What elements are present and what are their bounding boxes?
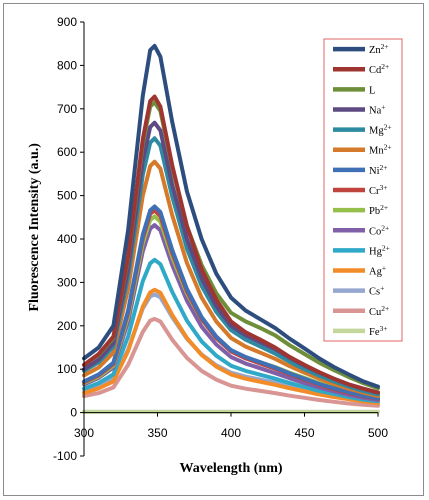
y-tick-label: 700 (57, 102, 77, 116)
legend-label: Ni2+ (369, 163, 387, 177)
legend-label: Cs+ (369, 284, 384, 298)
legend-label: Cd2+ (369, 62, 389, 76)
series-line-ni (82, 204, 380, 401)
y-tick-label: 0 (70, 406, 77, 420)
legend-label: Hg2+ (369, 243, 390, 257)
legend-label: Ag+ (369, 264, 386, 278)
y-tick-label: 100 (57, 362, 77, 376)
series-line-mn (82, 159, 380, 399)
x-tick-label: 500 (368, 426, 388, 440)
y-tick-label: 500 (57, 189, 77, 203)
y-tick-label: 900 (57, 15, 77, 29)
series-line-hg (82, 257, 380, 404)
legend: Zn2+ Cd2+ L Na+ Mg2+ Mn2+ Ni2+ Cr3+ Pb2+ Co2+ Hg2+… (323, 38, 403, 342)
legend-label: Co2+ (369, 223, 389, 237)
y-axis-ticks: -100 0 100 200 300 400 500 600 700 800 900 (53, 15, 84, 463)
y-tick-label: 200 (57, 319, 77, 333)
y-tick-label: 300 (57, 275, 77, 289)
legend-label: Pb2+ (369, 203, 388, 217)
x-tick-label: 450 (294, 426, 314, 440)
chart-frame (3, 3, 424, 496)
series-line-cd (82, 94, 380, 395)
series-line-ag (82, 287, 380, 406)
x-tick-label: 350 (147, 426, 167, 440)
x-tick-label: 300 (74, 426, 94, 440)
y-tick-label: 400 (57, 232, 77, 246)
y-axis-title: Fluorescence Intensity (a.u.) (27, 143, 42, 312)
x-tick-label: 400 (221, 426, 241, 440)
series-line-zn (82, 43, 380, 389)
legend-label: Mg2+ (369, 123, 392, 137)
y-tick-label: 600 (57, 145, 77, 159)
y-tick-label: -100 (53, 449, 77, 463)
y-tick-label: 800 (57, 58, 77, 72)
plot-lines (82, 43, 380, 414)
legend-label: Zn2+ (369, 42, 389, 56)
series-line-cu (82, 316, 380, 408)
legend-label: L (369, 85, 375, 96)
x-axis-ticks: 300 350 400 450 500 (74, 412, 388, 440)
legend-label: Cr3+ (369, 183, 387, 197)
legend-label: Na+ (369, 102, 385, 116)
x-axis-title: Wavelength (nm) (179, 461, 282, 476)
legend-label: Fe3+ (369, 324, 387, 338)
legend-label: Cu2+ (369, 304, 389, 318)
legend-label: Mn2+ (369, 143, 392, 157)
